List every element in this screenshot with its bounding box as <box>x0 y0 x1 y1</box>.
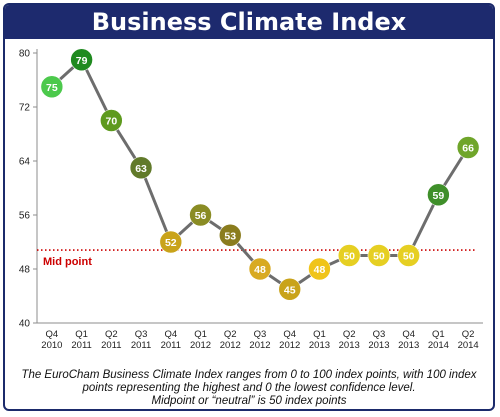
data-label: 50 <box>343 251 355 263</box>
x-tick-label: Q2 2014 <box>458 329 479 351</box>
chart-title: Business Climate Index <box>5 5 493 39</box>
data-label: 66 <box>462 143 474 155</box>
x-tick-label: Q3 2011 <box>131 329 151 351</box>
x-tick-label: Q3 2013 <box>368 329 389 351</box>
y-tick-label: 40 <box>19 319 31 330</box>
data-point-marker <box>159 230 183 254</box>
footnote-line-3: Midpoint or “neutral” is 50 index points <box>151 395 347 407</box>
chart-footnote: The EuroCham Business Climate Index rang… <box>11 369 487 408</box>
data-point-marker <box>218 223 242 247</box>
y-tick-label: 48 <box>19 265 31 276</box>
x-tick-label: Q4 2011 <box>161 329 181 351</box>
data-point-marker <box>100 109 123 132</box>
data-label: 70 <box>105 116 117 128</box>
data-label: 56 <box>195 210 207 222</box>
x-tick-label: Q2 2011 <box>101 329 121 351</box>
x-tick-label: Q1 2013 <box>309 329 330 351</box>
data-label: 59 <box>433 190 445 202</box>
data-point-marker <box>427 183 450 207</box>
x-tick-label: Q2 2012 <box>220 329 241 351</box>
data-label: 48 <box>314 264 326 276</box>
data-label: 75 <box>46 82 58 94</box>
footnote-line-1: The EuroCham Business Climate Index rang… <box>21 369 477 381</box>
data-label: 52 <box>165 237 177 249</box>
data-label: 50 <box>373 251 385 263</box>
data-label: 79 <box>76 55 88 67</box>
x-tick-label: Q4 2012 <box>279 329 300 351</box>
x-tick-label: Q1 2014 <box>428 329 449 351</box>
y-tick-label: 64 <box>19 157 31 168</box>
x-tick-label: Q1 2012 <box>190 329 211 351</box>
data-point-marker <box>337 244 361 267</box>
data-label: 45 <box>284 284 296 296</box>
y-tick-label: 80 <box>19 49 31 60</box>
data-label: 53 <box>224 230 236 242</box>
data-point-marker <box>129 156 153 180</box>
mid-point-label: Mid point <box>43 256 92 268</box>
y-tick-label: 72 <box>19 103 31 114</box>
chart-frame: Business Climate Index 40 48 56 64 72 80 Q4 201… <box>3 3 495 411</box>
data-label: 50 <box>403 251 415 263</box>
business-climate-chart: 40 48 56 64 72 80 Q4 2010 Q1 2011 Q2 2011 Q3 2011 Q4 20… <box>19 48 483 351</box>
x-tick-label: Q1 2011 <box>71 329 91 351</box>
data-point-marker <box>278 277 302 301</box>
footnote-line-2: points representing the highest and 0 th… <box>82 382 416 394</box>
x-tick-label: Q4 2013 <box>398 329 419 351</box>
data-point-marker <box>308 257 331 281</box>
data-label: 63 <box>135 163 147 175</box>
data-point-marker <box>456 136 480 159</box>
data-point-marker <box>40 75 64 99</box>
data-point-marker <box>189 203 212 227</box>
x-tick-label: Q2 2013 <box>339 329 360 351</box>
data-label: 48 <box>254 264 266 276</box>
data-point-marker <box>70 48 93 72</box>
x-tick-label: Q3 2012 <box>249 329 270 351</box>
data-point-marker <box>248 257 272 281</box>
data-point-marker <box>367 244 391 267</box>
y-tick-label: 56 <box>19 211 31 222</box>
x-tick-label: Q4 2010 <box>41 329 62 351</box>
data-point-marker <box>397 244 420 267</box>
